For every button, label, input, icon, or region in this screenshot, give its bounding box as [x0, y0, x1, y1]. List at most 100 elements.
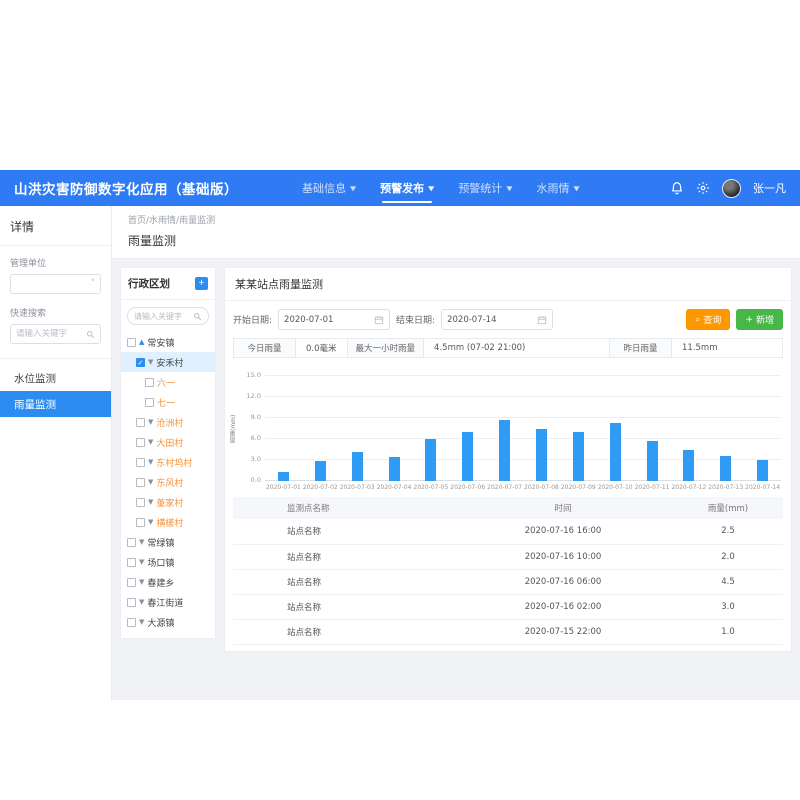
user-name[interactable]: 张一凡	[753, 182, 786, 195]
checkbox[interactable]	[127, 337, 136, 347]
gridline	[265, 480, 781, 481]
y-axis-ticks: 0.0 3.0 6.0 9.0 12.0 15.0	[239, 371, 265, 484]
add-region-button[interactable]: +	[195, 277, 208, 290]
checkbox[interactable]	[136, 417, 145, 427]
user-avatar[interactable]	[722, 178, 741, 198]
x-tick-label: 2020-07-02	[302, 484, 338, 491]
gear-icon[interactable]	[696, 181, 710, 195]
checkbox[interactable]	[136, 477, 145, 487]
action-buttons: ⌕ 查询 + 新增	[686, 309, 783, 330]
tree-item[interactable]: ▼ 春江街道	[121, 592, 215, 612]
tree-item[interactable]: ▼ 常绿镇	[121, 532, 215, 552]
tree-search-input[interactable]	[134, 311, 193, 321]
checkbox[interactable]	[127, 577, 136, 587]
tree-item-label: 七一	[157, 398, 176, 409]
tree-item[interactable]: ▼ 东村坞村	[121, 452, 215, 472]
calendar-icon[interactable]	[537, 315, 547, 325]
checkbox[interactable]: ✓	[136, 357, 145, 367]
caret-down-icon[interactable]: ▼	[148, 478, 154, 486]
tree-item[interactable]: 六一	[121, 372, 215, 392]
org-select[interactable]: ˅	[10, 274, 101, 294]
caret-down-icon[interactable]: ▼	[139, 598, 145, 606]
checkbox[interactable]	[136, 457, 145, 467]
checkbox[interactable]	[136, 517, 145, 527]
caret-up-icon[interactable]: ▲	[139, 338, 145, 346]
x-tick-label: 2020-07-05	[413, 484, 449, 491]
checkbox[interactable]	[127, 537, 136, 547]
checkbox[interactable]	[127, 617, 136, 627]
breadcrumb-strip: 首页/水雨情/雨量监测 雨量监测	[112, 206, 800, 259]
add-button[interactable]: + 新增	[736, 309, 783, 330]
quick-search-input[interactable]	[16, 329, 86, 339]
y-tick-label: 9.0	[250, 413, 261, 421]
tree-item[interactable]: ▼ 沧洲村	[121, 412, 215, 432]
bar-slot	[339, 376, 376, 481]
bar	[314, 461, 326, 481]
menu-warning-stats[interactable]: 预警统计 ▼	[446, 170, 524, 206]
main-column: 首页/水雨情/雨量监测 雨量监测 行政区划 + ▲常	[112, 206, 800, 700]
tree-item-label: 场口镇	[147, 558, 175, 569]
tree-item[interactable]: ▼ 春建乡	[121, 572, 215, 592]
caret-down-icon[interactable]: ▼	[148, 438, 154, 446]
table-cell: 2.5	[673, 519, 783, 545]
tree-item-label: 董家村	[156, 498, 184, 509]
caret-down-icon[interactable]: ▼	[148, 458, 154, 466]
table-cell: 站点名称	[233, 519, 453, 545]
chevron-down-icon: ▼	[350, 184, 357, 192]
sidebar-item-rainfall[interactable]: 雨量监测	[0, 391, 111, 417]
tree-item[interactable]: ▼ 场口镇	[121, 552, 215, 572]
caret-down-icon[interactable]: ▼	[139, 558, 145, 566]
bar-slot	[597, 376, 634, 481]
end-date-label: 结束日期:	[396, 316, 436, 326]
caret-down-icon[interactable]: ▼	[148, 518, 154, 526]
calendar-icon[interactable]	[374, 315, 384, 325]
x-tick-label: 2020-07-11	[634, 484, 670, 491]
tree-search-box	[127, 307, 209, 325]
bar	[351, 452, 363, 481]
gridline	[265, 459, 781, 460]
caret-down-icon[interactable]: ▼	[139, 578, 145, 586]
table-cell: 2020-07-16 10:00	[453, 544, 673, 570]
checkbox[interactable]	[127, 557, 136, 567]
stat-label: 最大一小时雨量	[347, 339, 425, 357]
tree-item[interactable]: ▼ 董家村	[121, 492, 215, 512]
chart-plot-area	[265, 375, 781, 481]
caret-down-icon[interactable]: ▼	[148, 498, 154, 506]
bell-icon[interactable]	[670, 181, 684, 195]
table-cell: 4.5	[673, 569, 783, 595]
tree-item[interactable]: ▼ 大源镇	[121, 612, 215, 632]
x-tick-label: 2020-07-13	[708, 484, 744, 491]
caret-down-icon[interactable]: ▼	[148, 418, 154, 426]
search-icon	[87, 330, 95, 338]
rainfall-chart: 雨量(mm) 0.0 3.0 6.0 9.0 12.0 15.0	[225, 366, 791, 484]
checkbox[interactable]	[145, 397, 154, 407]
start-date-input[interactable]	[284, 314, 375, 325]
tree-item[interactable]: ▼ 大田村	[121, 432, 215, 452]
tree-item[interactable]: ▲ 常安镇	[121, 332, 215, 352]
tree-item[interactable]: ✓ ▼ 安禾村	[121, 352, 215, 372]
table-cell: 站点名称	[233, 594, 453, 620]
tree-item[interactable]: ▼ 东风村	[121, 472, 215, 492]
end-date-input[interactable]	[447, 314, 538, 325]
checkbox[interactable]	[136, 437, 145, 447]
query-button[interactable]: ⌕ 查询	[686, 309, 731, 330]
x-tick-label: 2020-07-10	[597, 484, 633, 491]
checkbox[interactable]	[127, 597, 136, 607]
caret-down-icon[interactable]: ▼	[148, 358, 154, 366]
tree-item[interactable]: ▼ 横槎村	[121, 512, 215, 532]
checkbox[interactable]	[136, 497, 145, 507]
table-cell: 2.0	[673, 544, 783, 570]
checkbox[interactable]	[145, 377, 154, 387]
y-tick-label: 15.0	[246, 371, 261, 379]
tree-item[interactable]: 七一	[121, 392, 215, 412]
tree-item-label: 大田村	[156, 438, 184, 449]
menu-warning-publish[interactable]: 预警发布 ▼	[368, 170, 446, 206]
bar	[462, 432, 474, 481]
sidebar-item-water-level[interactable]: 水位监测	[14, 372, 56, 385]
plus-icon: +	[745, 314, 753, 325]
start-date-box	[278, 309, 391, 330]
menu-basic-info[interactable]: 基础信息 ▼	[290, 170, 368, 206]
menu-water-rain[interactable]: 水雨情 ▼	[524, 170, 591, 206]
caret-down-icon[interactable]: ▼	[139, 618, 145, 626]
caret-down-icon[interactable]: ▼	[139, 538, 145, 546]
